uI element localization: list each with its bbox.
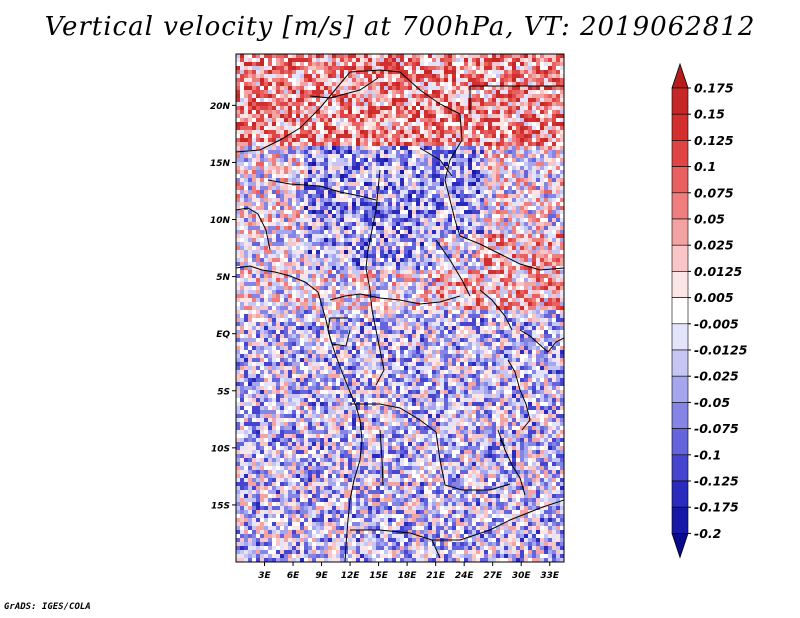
colorbar-label: 0.15 xyxy=(694,107,725,122)
border-line xyxy=(350,529,441,559)
colorbar-label: -0.2 xyxy=(694,526,721,541)
border-line xyxy=(267,179,377,201)
colorbar-segment xyxy=(671,506,689,534)
colorbar-label: 0.125 xyxy=(694,133,734,148)
lat-tick-label: 5S xyxy=(217,387,230,397)
latitude-axis: 20N 15N 10N 5N EQ 5S 10S 15S xyxy=(210,102,236,511)
border-line xyxy=(432,499,564,541)
colorbar-label: 0.0125 xyxy=(694,264,743,279)
border-line xyxy=(459,235,564,271)
colorbar-segment xyxy=(671,323,689,351)
colorbar-segment xyxy=(671,271,689,298)
colorbar-segment xyxy=(671,297,689,325)
border-line xyxy=(479,289,513,331)
colorbar-segment xyxy=(671,244,689,272)
grads-credit: GrADS: IGES/COLA xyxy=(4,602,91,612)
colorbar-segment xyxy=(671,140,689,167)
colorbar-label: 0.175 xyxy=(694,81,734,96)
lat-tick-label: EQ xyxy=(216,330,230,340)
colorbar-label: -0.0125 xyxy=(694,343,748,358)
colorbar-label: -0.1 xyxy=(694,447,721,462)
map-title: Vertical velocity [m/s] at 700hPa, VT: 2… xyxy=(44,12,756,42)
colorbar-segment xyxy=(671,218,689,246)
velocity-field xyxy=(236,54,564,562)
border-line xyxy=(379,429,384,486)
colorbar-label: 0.1 xyxy=(694,159,716,174)
lon-tick-label: 24E xyxy=(455,571,475,581)
plot-frame xyxy=(235,53,565,563)
border-line xyxy=(327,317,351,347)
colorbar-segment xyxy=(671,428,689,456)
colorbar-label: 0.075 xyxy=(694,185,734,200)
lon-tick-label: 15E xyxy=(369,571,389,581)
colorbar-segment xyxy=(671,166,689,194)
colorbar-segment xyxy=(671,402,689,429)
border-line xyxy=(309,77,379,99)
lon-tick-label: 33E xyxy=(540,571,560,581)
longitude-axis: 3E 6E 9E 12E 15E 18E 21E 24E 27E 30E 33E xyxy=(258,562,560,581)
colorbar-segment xyxy=(671,375,689,403)
lon-tick-label: 30E xyxy=(512,571,532,581)
colorbar-label: -0.05 xyxy=(694,395,730,410)
lon-tick-label: 27E xyxy=(483,571,503,581)
border-line xyxy=(236,265,363,562)
country-borders xyxy=(236,69,564,562)
lat-tick-label: 10N xyxy=(210,216,231,226)
colorbar-bottom-arrow xyxy=(671,533,689,559)
colorbar-label: -0.125 xyxy=(694,474,739,489)
colorbar-segment xyxy=(671,113,689,141)
colorbar-segment xyxy=(671,480,689,508)
colorbar-segment xyxy=(671,454,689,482)
lon-tick-label: 9E xyxy=(315,571,328,581)
border-line xyxy=(350,403,437,433)
lon-tick-label: 3E xyxy=(258,571,271,581)
border-line xyxy=(365,169,381,291)
lat-tick-label: 10S xyxy=(211,444,230,454)
lat-tick-label: 15S xyxy=(211,501,230,511)
border-line xyxy=(329,293,461,305)
lat-tick-label: 20N xyxy=(210,102,231,112)
colorbar-label: -0.075 xyxy=(694,421,739,436)
border-line xyxy=(519,329,564,353)
colorbar-label: 0.005 xyxy=(694,290,734,305)
border-line xyxy=(444,113,463,237)
border-line xyxy=(499,439,506,447)
colorbar-label: -0.175 xyxy=(694,500,739,515)
colorbar-segment xyxy=(671,87,689,115)
border-line xyxy=(419,147,453,177)
colorbar-label: 0.05 xyxy=(694,212,725,227)
colorbar-segment xyxy=(671,192,689,220)
lon-tick-label: 6E xyxy=(287,571,300,581)
colorbar: 0.175 0.15 0.125 0.1 0.075 0.05 0.025 0.0125 0.0… xyxy=(671,62,748,559)
lat-tick-label: 5N xyxy=(216,273,230,283)
colorbar-top-arrow xyxy=(671,62,689,89)
lon-tick-label: 18E xyxy=(398,571,418,581)
border-line xyxy=(236,207,271,251)
colorbar-label: 0.025 xyxy=(694,238,734,253)
border-line xyxy=(507,359,531,431)
lat-tick-label: 15N xyxy=(210,159,231,169)
lon-tick-label: 21E xyxy=(426,571,446,581)
border-line xyxy=(236,69,461,153)
colorbar-label: -0.005 xyxy=(694,316,739,331)
lon-tick-label: 12E xyxy=(341,571,361,581)
colorbar-segment xyxy=(671,349,689,377)
border-line xyxy=(369,289,385,386)
colorbar-label: -0.025 xyxy=(694,369,739,384)
border-line xyxy=(435,431,511,491)
border-line xyxy=(435,239,471,297)
